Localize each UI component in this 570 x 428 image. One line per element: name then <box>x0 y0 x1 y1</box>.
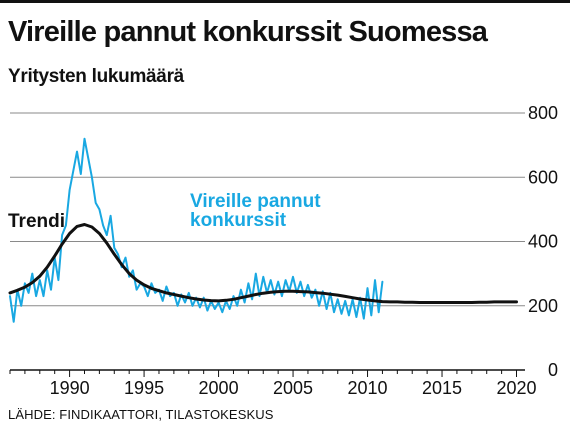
series-annotation-line2: konkurssit <box>190 210 287 231</box>
series-annotation-line1: Vireille pannut <box>190 191 321 212</box>
chart-subtitle: Yritysten lukumäärä <box>8 66 184 87</box>
gridlines <box>10 112 525 307</box>
trend-line <box>8 223 518 304</box>
trend-annotation: Trendi <box>8 211 65 232</box>
y-tick-label-200: 200 <box>528 296 558 316</box>
x-tick-label-1990: 1990 <box>50 378 90 398</box>
y-axis-tick-labels: 0 200 400 600 800 <box>528 103 558 380</box>
x-tick-label-2020: 2020 <box>496 378 536 398</box>
x-tick-label-2015: 2015 <box>422 378 462 398</box>
x-tick-label-2005: 2005 <box>273 378 313 398</box>
y-tick-label-0: 0 <box>548 360 558 380</box>
x-tick-label-1995: 1995 <box>124 378 164 398</box>
x-axis-tick-labels: 1990 1995 2000 2005 2010 2015 2020 <box>50 378 537 398</box>
y-tick-label-600: 600 <box>528 167 558 187</box>
y-tick-label-800: 800 <box>528 103 558 123</box>
y-tick-label-400: 400 <box>528 232 558 252</box>
series-line-trend <box>8 223 518 304</box>
x-tick-label-2000: 2000 <box>199 378 239 398</box>
chart-title: Vireille pannut konkurssit Suomessa <box>8 16 488 48</box>
x-tick-label-2010: 2010 <box>348 378 388 398</box>
x-axis <box>9 369 525 377</box>
source-note: LÄHDE: FINDIKAATTORI, TILASTOKESKUS <box>8 407 274 422</box>
top-rule <box>0 0 570 3</box>
